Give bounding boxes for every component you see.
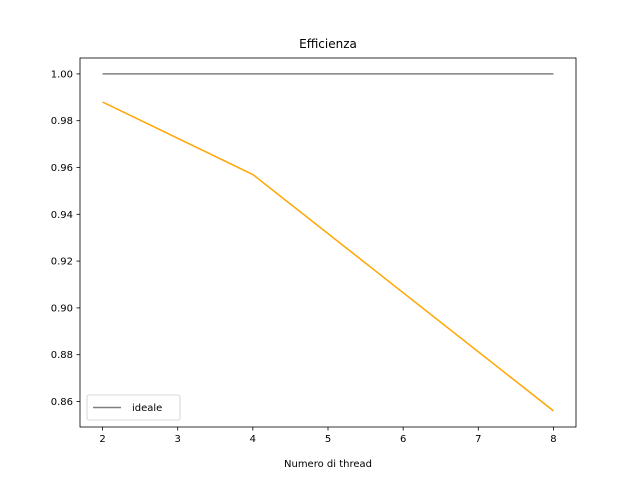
legend-box xyxy=(86,394,181,421)
plot-border xyxy=(79,57,577,428)
x-tick-label: 4 xyxy=(250,434,256,445)
x-axis-ticks: 2 3 4 5 6 7 8 xyxy=(99,427,557,445)
series-line-1 xyxy=(102,101,554,412)
y-tick-label: 0.98 xyxy=(51,116,73,127)
chart-title: Efficienza xyxy=(299,37,357,51)
x-tick-label: 7 xyxy=(475,434,481,445)
x-tick-label: 2 xyxy=(99,434,105,445)
y-tick-label: 0.96 xyxy=(51,163,73,174)
x-tick-label: 6 xyxy=(400,434,406,445)
legend: ideale xyxy=(86,394,181,421)
series-layer xyxy=(102,73,554,412)
x-tick-label: 3 xyxy=(175,434,181,445)
x-tick-label: 8 xyxy=(550,434,556,445)
y-tick-label: 0.88 xyxy=(51,350,73,361)
y-axis-ticks: 0.86 0.88 0.90 0.92 0.94 0.96 0.98 1.00 xyxy=(51,69,80,408)
y-tick-label: 0.86 xyxy=(51,397,73,408)
y-tick-label: 1.00 xyxy=(51,69,73,80)
x-tick-label: 5 xyxy=(325,434,331,445)
y-tick-label: 0.94 xyxy=(51,210,73,221)
y-tick-label: 0.90 xyxy=(51,303,73,314)
legend-label-ideale: ideale xyxy=(132,403,162,414)
plot-area xyxy=(80,58,576,427)
y-tick-label: 0.92 xyxy=(51,257,73,268)
x-axis-label: Numero di thread xyxy=(284,459,372,470)
